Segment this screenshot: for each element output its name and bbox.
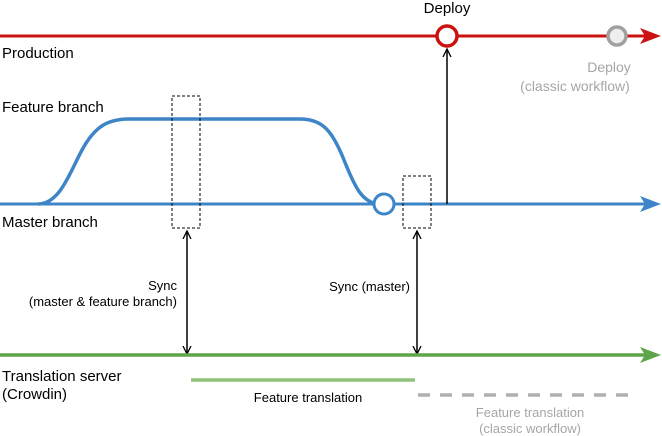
deploy-classic-sublabel: (classic workflow)	[520, 78, 630, 94]
feature-branch-label: Feature branch	[2, 99, 104, 116]
sync-window-master	[402, 175, 432, 229]
feature-translation-classic-label: Feature translation	[476, 405, 584, 420]
deploy-classic-label: Deploy	[587, 59, 631, 75]
feature-branch-line	[37, 117, 377, 206]
deploy-label: Deploy	[424, 0, 471, 17]
deploy-classic-node	[606, 25, 628, 47]
translation-server-label: Translation server	[2, 368, 122, 385]
master-branch-label: Master branch	[2, 214, 98, 231]
sync-master-label: Sync (master)	[329, 279, 410, 294]
merge-node	[372, 192, 396, 216]
feature-translation-classic-sublabel: (classic workflow)	[479, 421, 581, 436]
sync-both-label: Sync	[148, 278, 177, 293]
feature-translation-label: Feature translation	[254, 390, 362, 405]
translation-server-sublabel: (Crowdin)	[2, 386, 67, 403]
production-label: Production	[2, 45, 74, 62]
sync-both-sublabel: (master & feature branch)	[29, 294, 177, 309]
deploy-node	[435, 24, 459, 48]
sync-window-feature	[171, 95, 201, 229]
master-arrowhead	[640, 196, 661, 212]
translation-arrowhead	[640, 347, 661, 363]
production-arrowhead	[640, 28, 661, 44]
